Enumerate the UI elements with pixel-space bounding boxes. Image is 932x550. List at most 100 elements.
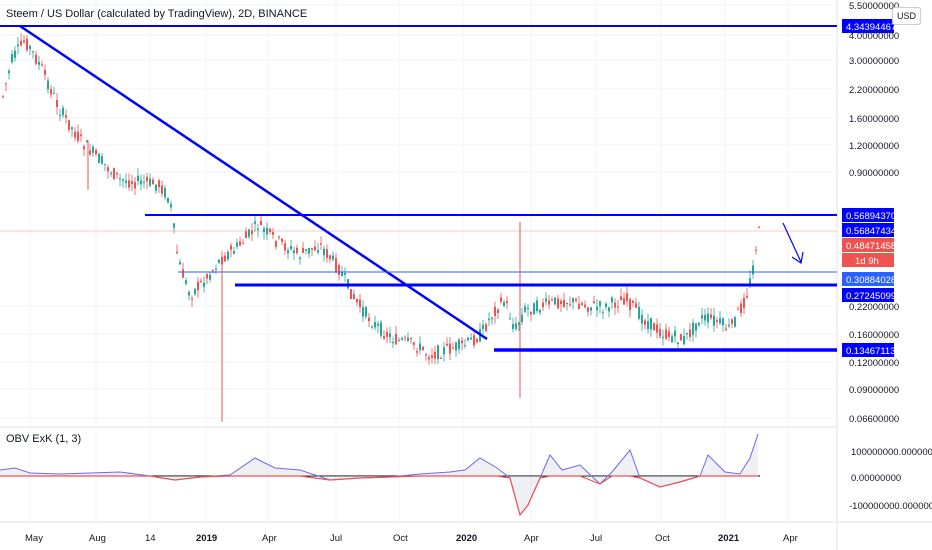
candle-body: [680, 334, 682, 341]
candle-body: [11, 54, 13, 63]
candle-body: [602, 312, 604, 314]
candle-body: [470, 337, 472, 340]
candle-body: [416, 351, 418, 353]
candle-body: [728, 324, 730, 327]
candle-body: [542, 302, 544, 308]
candle-body: [428, 357, 430, 360]
candle-body: [182, 269, 184, 278]
candle-body: [236, 242, 238, 247]
candle-body: [245, 231, 247, 239]
downtrend-line[interactable]: [19, 24, 488, 341]
candle-body: [137, 175, 139, 181]
candle-body: [707, 313, 709, 323]
candle-body: [596, 306, 598, 311]
time-axis[interactable]: May Aug 14 2019 Apr Jul Oct 2020 Apr Jul…: [25, 533, 798, 544]
candle-body: [401, 338, 403, 340]
candle-body: [488, 318, 490, 321]
candle-body: [413, 342, 415, 345]
badge-support-1: 0.30884028: [846, 275, 896, 286]
candle-body: [731, 319, 733, 324]
candle-body: [302, 247, 304, 253]
candle-body: [587, 307, 589, 312]
candle-body: [476, 339, 478, 343]
candle-body: [551, 299, 553, 301]
candle-body: [131, 181, 133, 185]
candle-body: [464, 345, 466, 347]
candle-body: [500, 297, 502, 302]
time-tick: 14: [145, 533, 156, 544]
price-tick: 0.16000000: [849, 330, 899, 341]
candle-body: [353, 294, 355, 299]
candle-body: [341, 272, 343, 276]
drawings[interactable]: [0, 24, 837, 352]
candle-body: [647, 321, 649, 330]
candle-body: [263, 228, 265, 233]
candle-body: [107, 167, 109, 172]
candle-body: [638, 307, 640, 319]
candle-body: [710, 314, 712, 318]
candle-body: [569, 303, 571, 305]
candle-body: [539, 309, 541, 313]
candle-body: [485, 324, 487, 331]
candle-body: [188, 291, 190, 296]
candle-body: [296, 247, 298, 254]
candle-body: [104, 163, 106, 165]
candle-body: [641, 314, 643, 324]
candle-body: [695, 323, 697, 331]
candle-body: [374, 322, 376, 328]
time-tick: 2019: [196, 533, 217, 544]
time-tick: Oct: [655, 533, 670, 544]
currency-button[interactable]: USD: [892, 7, 922, 25]
candle-body: [701, 314, 703, 319]
candle-body: [584, 304, 586, 308]
time-tick: Apr: [783, 533, 798, 544]
candle-body: [356, 299, 358, 303]
candle-body: [293, 250, 295, 254]
candle-body: [299, 257, 301, 259]
badge-bg: [842, 223, 894, 237]
candle-body: [644, 320, 646, 325]
price-tick: 0.12000000: [849, 358, 899, 369]
candle-body: [725, 328, 727, 331]
candle-body: [197, 281, 199, 291]
price-tick: 1.20000000: [849, 141, 899, 152]
candle-body: [308, 247, 310, 254]
candle-body: [14, 50, 16, 58]
candle-body: [98, 153, 100, 164]
badge-bg: [842, 272, 894, 286]
forecast-arrow-head[interactable]: [791, 251, 804, 265]
candle-body: [101, 156, 103, 164]
indicator-tick: 100000000.00000000: [851, 447, 932, 458]
time-tick: Jul: [590, 533, 602, 544]
chart-title[interactable]: Steem / US Dollar (calculated by Trading…: [6, 8, 308, 20]
candle-body: [368, 317, 370, 322]
candle-body: [5, 83, 7, 85]
candle-body: [746, 295, 748, 298]
candle-body: [563, 299, 565, 307]
badge-bg: [842, 19, 894, 33]
candle-body: [614, 302, 616, 308]
candle-body: [716, 319, 718, 322]
candle-body: [239, 241, 241, 246]
candle-body: [383, 336, 385, 339]
candle-body: [317, 250, 319, 253]
candle-body: [404, 337, 406, 339]
candle-body: [203, 282, 205, 287]
candle-body: [554, 297, 556, 305]
candle-body: [575, 298, 577, 301]
candle-body: [47, 80, 49, 90]
indicator-title[interactable]: OBV ExK (1, 3): [6, 433, 82, 445]
candle-body: [95, 149, 97, 154]
forecast-arrow-shaft[interactable]: [782, 222, 802, 263]
candle-body: [200, 280, 202, 282]
candle-body: [533, 303, 535, 315]
candle-body: [8, 70, 10, 74]
candle-body: [578, 303, 580, 310]
price-axis[interactable]: 5.50000000 4.00000000 3.00000000 2.20000…: [849, 1, 899, 425]
candle-body: [221, 256, 223, 265]
candle-body: [218, 259, 220, 263]
candle-body: [419, 343, 421, 351]
candle-body: [752, 265, 754, 275]
candle-body: [692, 322, 694, 335]
